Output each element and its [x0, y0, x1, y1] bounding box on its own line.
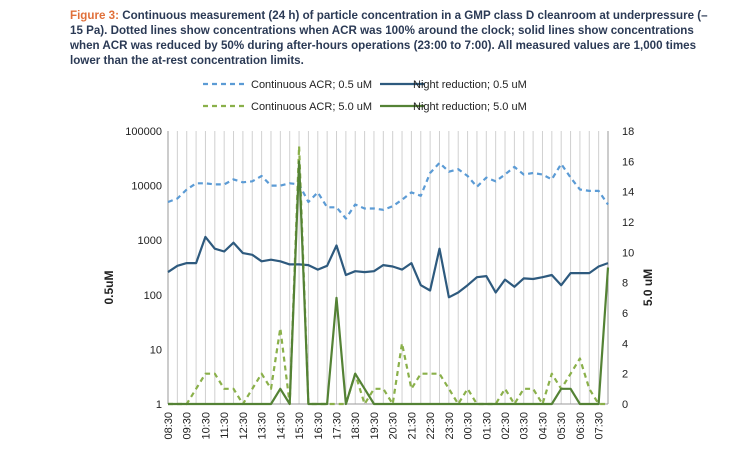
right-tick-label: 10 [622, 247, 634, 259]
left-axis-title: 0.5uM [102, 270, 116, 304]
x-tick-label: 22:30 [425, 412, 437, 440]
figure-label: Figure 3: [70, 9, 119, 22]
legend-label-2: Night reduction; 0.5 uM [413, 79, 527, 91]
legend-label-4: Night reduction; 5.0 uM [413, 101, 527, 113]
x-tick-label: 09:30 [182, 412, 194, 440]
x-tick-label: 14:30 [275, 412, 287, 440]
right-tick-label: 8 [622, 278, 628, 290]
caption-text: Continuous measurement (24 h) of particl… [70, 9, 708, 67]
right-axis-title: 5.0 uM [641, 269, 655, 306]
x-tick-label: 08:30 [163, 412, 175, 440]
right-tick-label: 2 [622, 369, 628, 381]
left-tick-label: 10 [150, 344, 162, 356]
x-tick-label: 11:30 [219, 412, 231, 439]
series-line-2 [167, 235, 609, 299]
x-tick-label: 20:30 [388, 412, 400, 440]
left-tick-label: 10000 [131, 181, 162, 193]
x-tick-label: 21:30 [406, 412, 418, 440]
x-tick-label: 01:30 [481, 412, 493, 440]
legend-label-3: Continuous ACR; 5.0 uM [251, 101, 372, 113]
x-tick-label: 10:30 [200, 412, 212, 440]
x-tick-label: 15:30 [294, 412, 306, 440]
x-tick-label: 16:30 [313, 412, 325, 440]
x-tick-label: 23:30 [444, 412, 456, 440]
x-tick-label: 19:30 [369, 412, 381, 440]
left-tick-label: 1000 [138, 235, 162, 247]
series-line-4 [168, 160, 610, 406]
figure-caption: Figure 3: Continuous measurement (24 h) … [70, 8, 720, 68]
left-tick-label: 1 [156, 399, 162, 411]
x-tick-label: 02:30 [500, 412, 512, 440]
series-line-3 [168, 145, 608, 406]
legend-label-1: Continuous ACR; 0.5 uM [251, 79, 372, 91]
x-tick-label: 17:30 [332, 412, 344, 440]
series-line-1 [167, 161, 609, 220]
x-tick-label: 05:30 [556, 412, 568, 440]
right-tick-label: 12 [622, 217, 634, 229]
x-tick-label: 03:30 [519, 412, 531, 440]
x-tick-label: 06:30 [575, 412, 587, 440]
x-tick-label: 18:30 [350, 412, 362, 440]
x-tick-label: 12:30 [238, 412, 250, 440]
right-tick-label: 14 [622, 187, 634, 199]
x-tick-label: 13:30 [257, 412, 269, 440]
left-tick-label: 100000 [125, 126, 162, 138]
right-tick-label: 4 [622, 338, 628, 350]
left-tick-label: 100 [144, 290, 162, 302]
x-tick-label: 04:30 [537, 412, 549, 440]
right-tick-label: 16 [622, 156, 634, 168]
x-tick-label: 07:30 [594, 412, 606, 440]
right-tick-label: 0 [622, 399, 628, 411]
right-tick-label: 18 [622, 126, 634, 138]
x-tick-label: 00:30 [463, 412, 475, 440]
right-tick-label: 6 [622, 308, 628, 320]
